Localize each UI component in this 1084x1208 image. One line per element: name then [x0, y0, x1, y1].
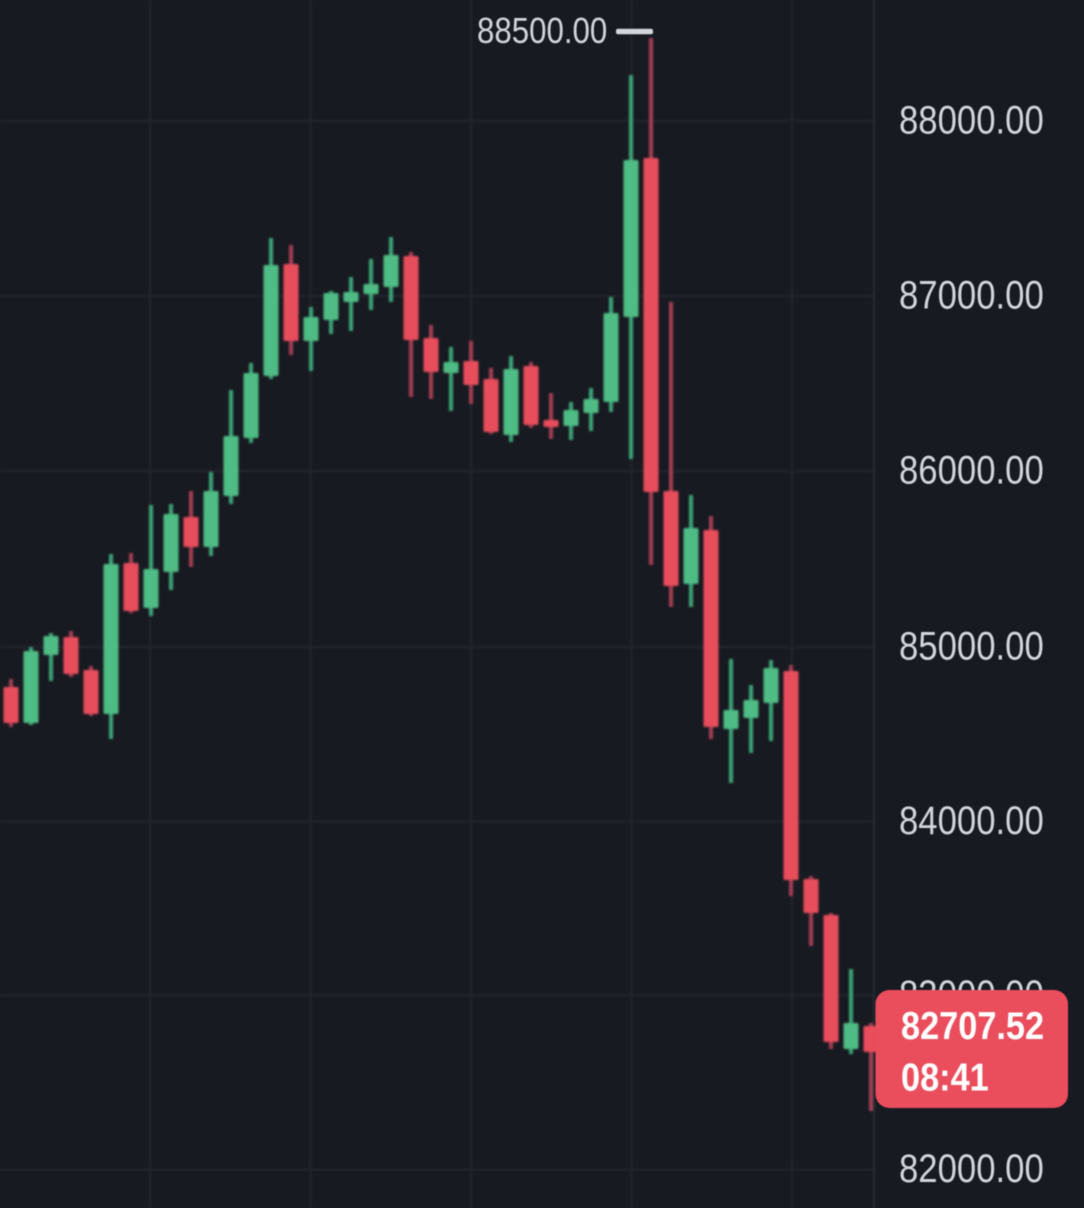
svg-text:86000.00: 86000.00	[899, 447, 1044, 492]
svg-text:88500.00: 88500.00	[477, 11, 607, 52]
svg-text:87000.00: 87000.00	[899, 272, 1044, 317]
svg-text:82000.00: 82000.00	[899, 1146, 1044, 1191]
svg-text:08:41: 08:41	[901, 1055, 989, 1099]
svg-text:82707.52: 82707.52	[901, 1004, 1044, 1048]
svg-text:85000.00: 85000.00	[899, 623, 1044, 668]
svg-text:88000.00: 88000.00	[899, 97, 1044, 142]
svg-text:84000.00: 84000.00	[899, 798, 1044, 843]
